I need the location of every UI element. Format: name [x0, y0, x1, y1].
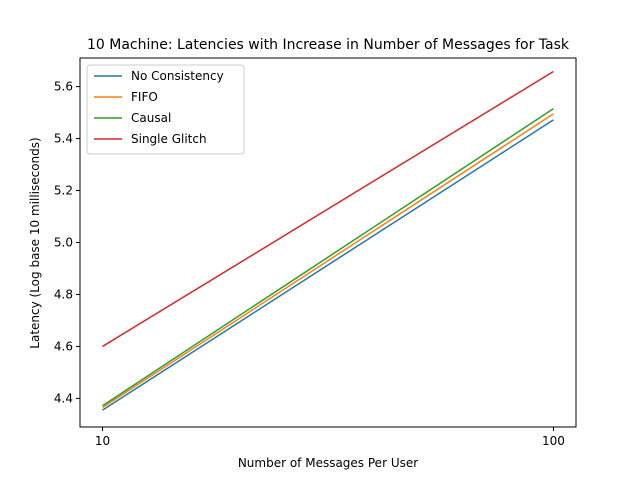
legend-label: Causal [131, 111, 171, 125]
legend: No Consistency FIFO Causal Single Glitch [86, 64, 245, 155]
y-tick-label: 4.6 [54, 339, 73, 353]
legend-label: Single Glitch [131, 132, 207, 146]
x-axis-ticks: 10 100 [95, 427, 565, 448]
y-axis-label: Latency (Log base 10 milliseconds) [28, 137, 42, 348]
legend-label: FIFO [131, 90, 158, 104]
x-tick-label: 10 [95, 434, 110, 448]
y-tick-label: 5.0 [54, 236, 73, 250]
y-tick-label: 4.8 [54, 287, 73, 301]
y-tick-label: 5.2 [54, 184, 73, 198]
y-axis-ticks: 4.4 4.6 4.8 5.0 5.2 5.4 5.6 [54, 80, 80, 405]
legend-box [86, 64, 245, 155]
y-tick-label: 4.4 [54, 391, 73, 405]
series-line-fifo [102, 113, 554, 409]
y-tick-label: 5.4 [54, 132, 73, 146]
series-lines [102, 70, 554, 411]
y-tick-label: 5.6 [54, 80, 73, 94]
legend-label: No Consistency [131, 69, 224, 83]
series-line-causal [102, 108, 554, 407]
x-axis-label: Number of Messages Per User [238, 456, 418, 470]
chart-title: 10 Machine: Latencies with Increase in N… [87, 37, 570, 53]
x-tick-label: 100 [542, 434, 565, 448]
series-line-no-consistency [102, 119, 554, 411]
series-line-single-glitch [102, 70, 554, 348]
